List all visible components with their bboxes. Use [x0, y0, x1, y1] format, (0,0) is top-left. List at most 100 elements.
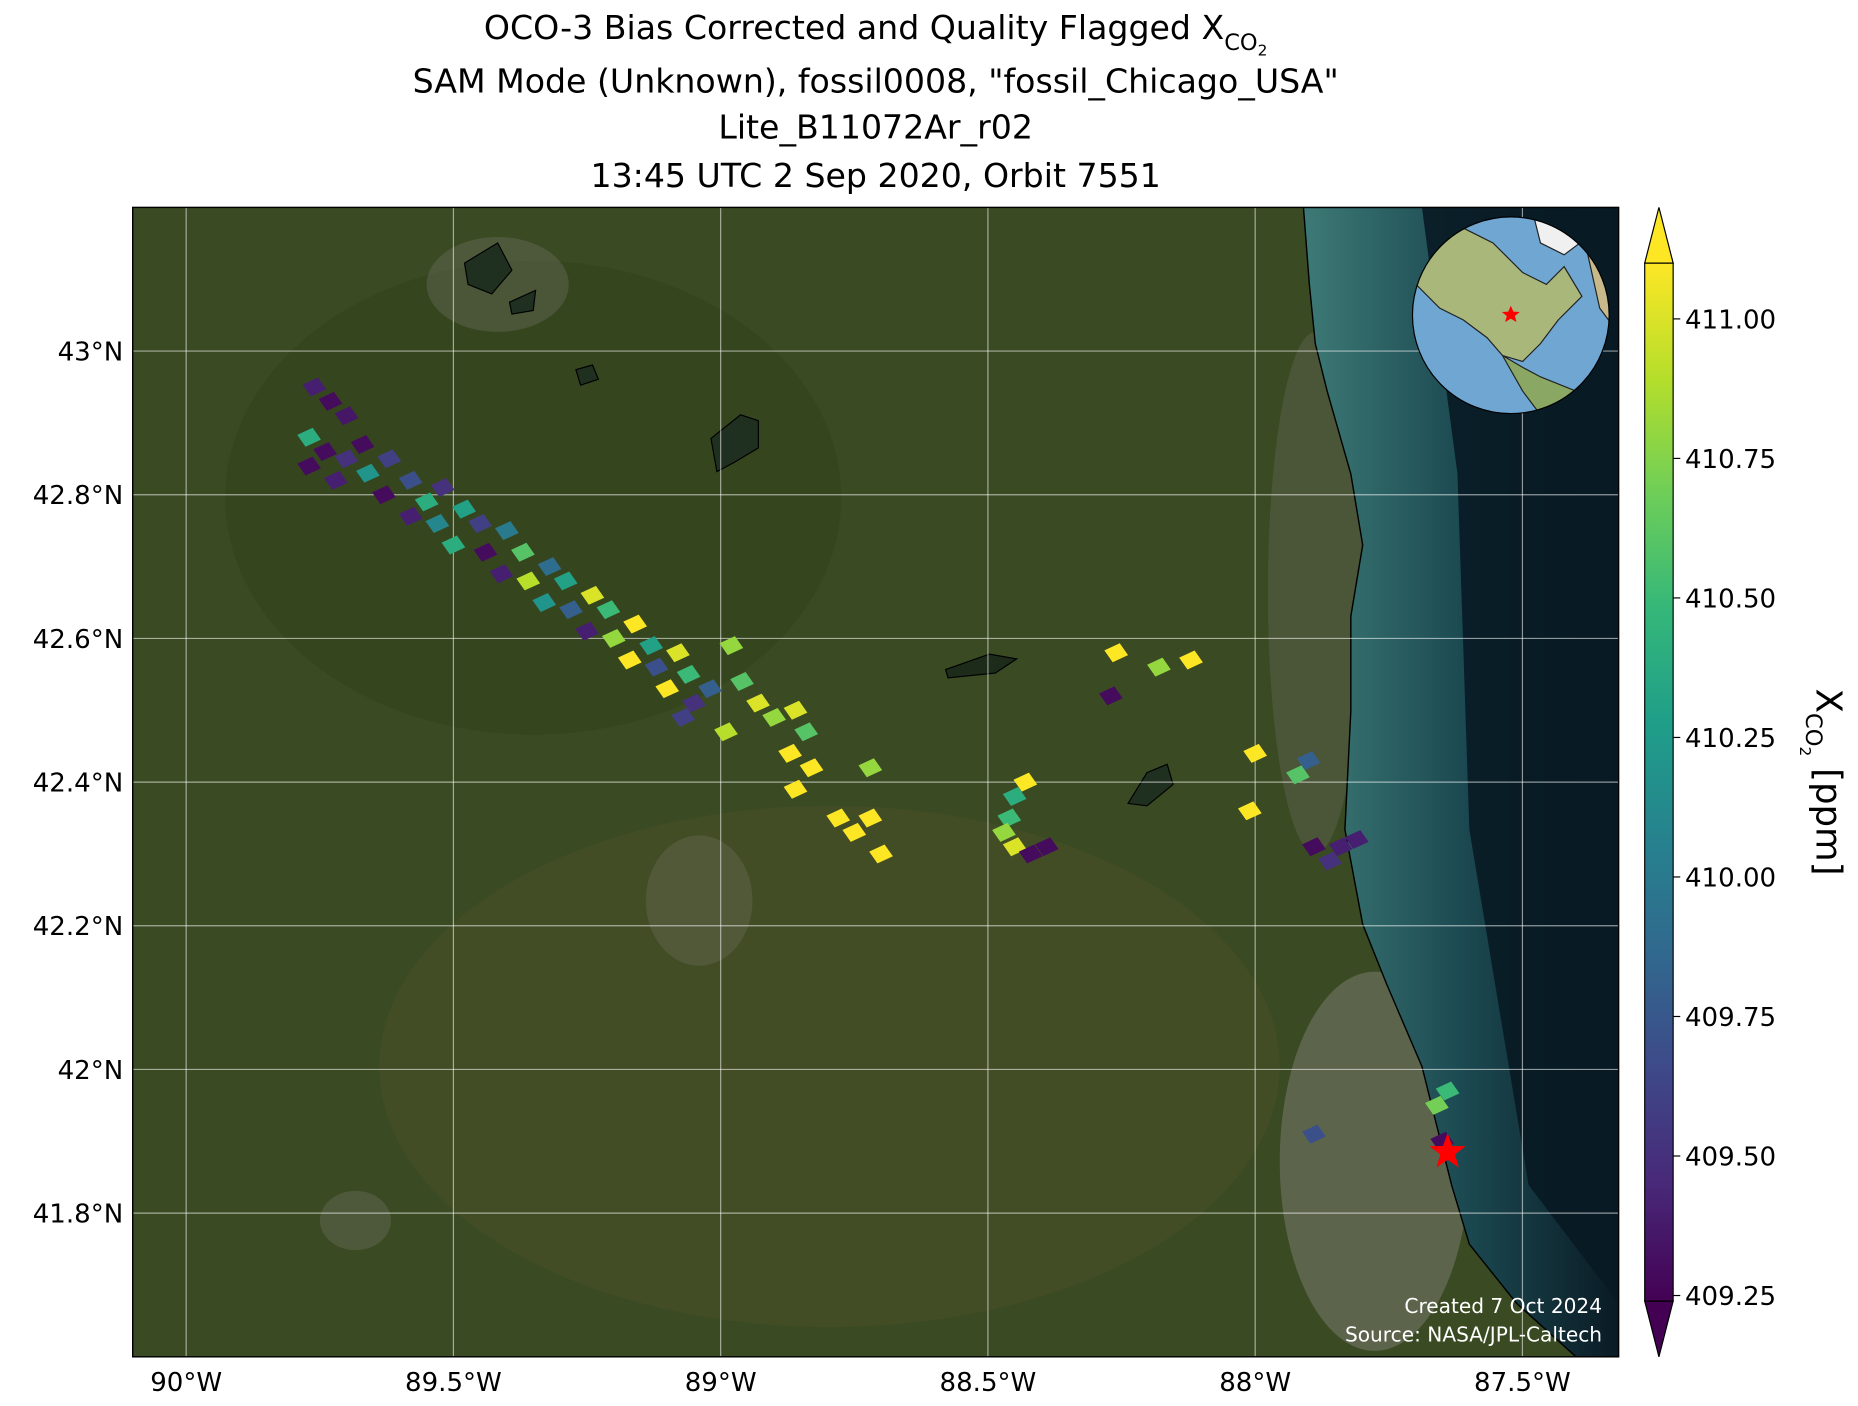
sounding: [532, 593, 557, 612]
sounding: [858, 758, 883, 778]
gridlines: [132, 207, 1619, 1357]
sounding: [1237, 801, 1262, 821]
sounding: [559, 600, 583, 620]
colorbar: XCO2 [ppm] 409.25 409.50 409.75 410.00 410.25…: [1643, 207, 1849, 1357]
sounding: [1179, 650, 1203, 670]
sounding: [601, 628, 626, 648]
y-tick-label: 42.4°N: [33, 769, 124, 799]
sounding: [842, 822, 867, 842]
title-subscript: CO: [1224, 30, 1257, 56]
sounding: [682, 693, 706, 713]
sounding: [495, 521, 519, 541]
sounding: [1318, 851, 1342, 871]
sounding: [1243, 743, 1268, 763]
sounding: [430, 478, 455, 498]
sounding: [698, 679, 722, 699]
sounding: [666, 643, 690, 663]
colorbar-tick-label: 409.50: [1685, 1142, 1776, 1172]
y-tick-label: 43°N: [58, 338, 124, 368]
sounding: [1018, 844, 1043, 864]
sounding: [639, 636, 664, 656]
sounding: [441, 535, 466, 555]
colorbar-tick-label: 410.25: [1685, 724, 1776, 754]
sounding: [334, 449, 359, 469]
sounding: [414, 492, 439, 512]
colorbar-tick-label: 410.50: [1685, 584, 1776, 614]
sounding: [377, 449, 402, 469]
title-line: OCO-3 Bias Corrected and Quality Flagged…: [484, 8, 1268, 60]
sounding: [318, 391, 343, 411]
sounding: [1013, 772, 1038, 792]
sounding: [1104, 643, 1129, 663]
title-line: 13:45 UTC 2 Sep 2020, Orbit 7551: [590, 156, 1160, 195]
annotation: Created 7 Oct 2024: [1404, 1294, 1602, 1318]
sounding: [997, 808, 1022, 828]
sounding: [858, 808, 883, 828]
sounding: [398, 470, 423, 490]
colorbar-scale: [1644, 263, 1674, 1302]
annotation: Source: NASA/JPL-Caltech: [1345, 1322, 1602, 1346]
sounding: [623, 614, 647, 634]
sounding: [553, 571, 578, 591]
sounding: [350, 434, 375, 454]
y-tick-label: 42.8°N: [33, 481, 124, 511]
sounding: [511, 542, 535, 562]
target-marker: [1429, 1133, 1466, 1168]
sounding: [1425, 1095, 1449, 1115]
x-tick-label: 89°W: [685, 1368, 757, 1398]
sounding: [372, 485, 396, 505]
colorbar-label-text: X: [1808, 689, 1849, 713]
sounding: [596, 600, 621, 620]
sounding: [644, 657, 669, 677]
sounding: [302, 377, 327, 397]
sounding: [473, 542, 498, 562]
colorbar-tick-label: 410.75: [1685, 445, 1776, 475]
title-text: OCO-3 Bias Corrected and Quality Flagged…: [484, 8, 1224, 47]
sounding: [783, 700, 808, 720]
y-tick-label: 42.2°N: [33, 912, 124, 942]
colorbar-tick-label: 409.75: [1685, 1003, 1776, 1033]
title-line: SAM Mode (Unknown), fossil0008, "fossil_…: [413, 61, 1339, 100]
sounding: [356, 463, 380, 483]
colorbar-extend: [1643, 207, 1674, 264]
colorbar-label: XCO2 [ppm]: [1796, 689, 1849, 876]
sounding: [746, 693, 770, 713]
sounding: [425, 514, 450, 533]
y-tick-label: 42°N: [58, 1056, 124, 1086]
sounding: [1034, 837, 1059, 857]
sounding: [762, 707, 786, 727]
x-tick-label: 90°W: [150, 1368, 222, 1398]
sounding: [676, 664, 701, 684]
sounding: [398, 506, 423, 526]
sounding: [1344, 830, 1369, 850]
sounding: [468, 514, 492, 533]
sounding: [655, 679, 680, 699]
colorbar-tick-label: 411.00: [1685, 305, 1776, 335]
sounding: [617, 650, 642, 670]
colorbar-label-subscript: CO: [1800, 713, 1826, 746]
colorbar-tick-label: 410.00: [1685, 863, 1776, 893]
title-line: Lite_B11072Ar_r02: [718, 108, 1033, 147]
title-subscript: 2: [1258, 42, 1268, 60]
sounding: [452, 499, 476, 519]
sounding: [719, 636, 744, 656]
y-tick-label: 42.6°N: [33, 625, 124, 655]
sounding: [992, 822, 1016, 842]
soundings: [297, 377, 1460, 1151]
sounding: [1328, 837, 1353, 857]
sounding: [1147, 657, 1171, 677]
sounding: [516, 571, 541, 591]
sounding: [671, 707, 696, 727]
colorbar-tick-label: 409.25: [1685, 1282, 1776, 1312]
x-tick-label: 87.5°W: [1474, 1368, 1571, 1398]
sounding: [826, 808, 851, 828]
sounding: [580, 585, 605, 605]
sounding: [1435, 1081, 1460, 1101]
sounding: [1099, 686, 1123, 706]
sounding: [1286, 765, 1310, 785]
sounding: [778, 743, 803, 763]
x-tick-label: 88°W: [1219, 1368, 1291, 1398]
sounding: [297, 456, 321, 476]
sounding: [1302, 837, 1326, 857]
